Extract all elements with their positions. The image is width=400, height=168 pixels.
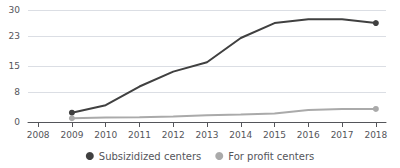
svg-text:2017: 2017 — [331, 130, 354, 140]
svg-text:2010: 2010 — [94, 130, 117, 140]
svg-text:2018: 2018 — [364, 130, 387, 140]
svg-text:2014: 2014 — [229, 130, 252, 140]
svg-text:30: 30 — [9, 5, 21, 15]
svg-text:8: 8 — [14, 87, 20, 97]
svg-text:2015: 2015 — [263, 130, 286, 140]
svg-text:2012: 2012 — [162, 130, 185, 140]
svg-text:23: 23 — [9, 31, 20, 41]
svg-text:Subsizidized centers: Subsizidized centers — [99, 151, 202, 162]
svg-text:15: 15 — [9, 61, 20, 71]
svg-text:2016: 2016 — [297, 130, 320, 140]
svg-text:2009: 2009 — [60, 130, 83, 140]
svg-text:0: 0 — [14, 117, 20, 127]
svg-text:2008: 2008 — [27, 130, 50, 140]
svg-text:2013: 2013 — [196, 130, 219, 140]
svg-text:2011: 2011 — [128, 130, 151, 140]
svg-text:For profit centers: For profit centers — [228, 151, 314, 162]
